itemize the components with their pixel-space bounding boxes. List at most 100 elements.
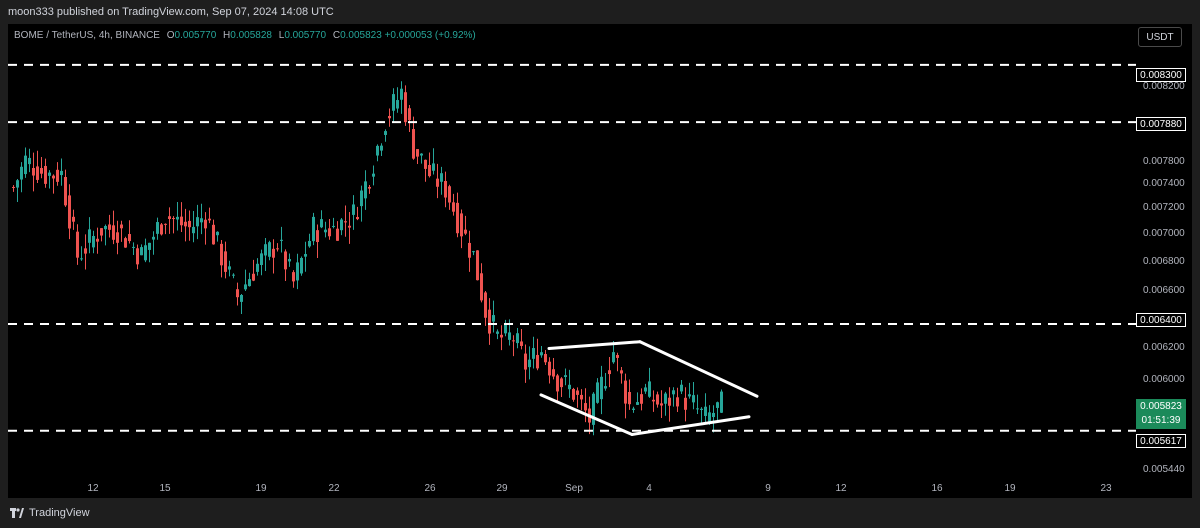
candle-body bbox=[456, 202, 459, 234]
candle-body bbox=[232, 274, 235, 276]
candle-body bbox=[464, 229, 467, 234]
high-label: H bbox=[223, 30, 231, 41]
candle-body bbox=[628, 392, 631, 405]
candle-body bbox=[468, 242, 471, 258]
currency-button[interactable]: USDT bbox=[1138, 27, 1182, 47]
time-tick: 12 bbox=[835, 483, 847, 494]
candle-body bbox=[600, 376, 603, 400]
tradingview-logo[interactable]: TradingView bbox=[10, 507, 90, 519]
candle-body bbox=[224, 251, 227, 272]
candle-body bbox=[680, 384, 683, 392]
high-value: 0.005828 bbox=[230, 30, 272, 41]
time-tick: 29 bbox=[496, 483, 508, 494]
candle-body bbox=[696, 408, 699, 410]
candle-body bbox=[72, 216, 75, 222]
bar-countdown: 01:51:39 bbox=[1141, 415, 1181, 426]
candle-body bbox=[196, 217, 199, 227]
candle-body bbox=[216, 231, 219, 236]
candle-body bbox=[264, 244, 267, 256]
candle-body bbox=[372, 173, 375, 177]
candle-body bbox=[604, 386, 607, 389]
candle-body bbox=[548, 361, 551, 376]
candle-body bbox=[504, 323, 507, 334]
candle-body bbox=[148, 242, 151, 250]
candle-body bbox=[644, 387, 647, 392]
candle-body bbox=[552, 369, 555, 377]
candle-body bbox=[636, 402, 639, 405]
symbol-name[interactable]: BOME / TetherUS, 4h, BINANCE bbox=[14, 30, 160, 41]
candle-body bbox=[380, 145, 383, 151]
candle-body bbox=[252, 273, 255, 281]
candle-body bbox=[116, 232, 119, 243]
candle-body bbox=[560, 378, 563, 388]
candle-body bbox=[664, 393, 667, 404]
candle-body bbox=[656, 394, 659, 405]
candle-body bbox=[716, 402, 719, 408]
candle-body bbox=[444, 180, 447, 198]
price-tick: 0.006600 bbox=[1143, 285, 1185, 296]
candle-body bbox=[676, 397, 679, 407]
time-tick: 23 bbox=[1100, 483, 1112, 494]
candle-body bbox=[164, 223, 167, 225]
candle-body bbox=[300, 257, 303, 274]
level-label: 0.005617 bbox=[1136, 434, 1186, 448]
candle-body bbox=[88, 229, 91, 243]
candle-body bbox=[500, 334, 503, 338]
candle-body bbox=[160, 224, 163, 235]
candle-body bbox=[568, 384, 571, 390]
pattern-trendline[interactable] bbox=[638, 340, 759, 398]
candle-body bbox=[248, 279, 251, 287]
candle-body bbox=[704, 406, 707, 416]
candle-body bbox=[432, 163, 435, 171]
candle-body bbox=[92, 236, 95, 248]
candle-body bbox=[280, 239, 283, 241]
candle-body bbox=[136, 248, 139, 265]
candle-body bbox=[156, 222, 159, 234]
candle-body bbox=[584, 403, 587, 411]
symbol-legend: BOME / TetherUS, 4h, BINANCE O0.005770 H… bbox=[14, 30, 476, 41]
candle-body bbox=[36, 166, 39, 180]
pattern-trendline[interactable] bbox=[547, 340, 642, 351]
price-tick: 0.007800 bbox=[1143, 156, 1185, 167]
candle-body bbox=[624, 380, 627, 404]
candle-body bbox=[144, 245, 147, 261]
close-label: C bbox=[332, 30, 341, 41]
candle-body bbox=[172, 218, 175, 220]
candle-body bbox=[392, 94, 395, 111]
time-tick: 12 bbox=[87, 483, 99, 494]
close-value: 0.005823 bbox=[340, 30, 382, 41]
level-label: 0.008300 bbox=[1136, 68, 1186, 82]
candle-body bbox=[104, 225, 107, 230]
candle-body bbox=[652, 399, 655, 402]
candle-body bbox=[688, 394, 691, 397]
candle-body bbox=[324, 229, 327, 233]
candle-body bbox=[84, 248, 87, 254]
candle-body bbox=[268, 242, 271, 257]
time-tick: 22 bbox=[328, 483, 340, 494]
candle-body bbox=[388, 115, 391, 119]
chart-pane[interactable]: BOME / TetherUS, 4h, BINANCE O0.005770 H… bbox=[8, 24, 1192, 498]
candle-body bbox=[692, 395, 695, 403]
candle-body bbox=[20, 166, 23, 180]
time-tick: 9 bbox=[765, 483, 771, 494]
candle-body bbox=[44, 165, 47, 184]
candle-body bbox=[640, 394, 643, 404]
candle-body bbox=[76, 231, 79, 258]
time-tick: 19 bbox=[255, 483, 267, 494]
pattern-trendline[interactable] bbox=[539, 393, 634, 436]
candlestick-chart[interactable] bbox=[8, 24, 1192, 498]
low-value: 0.005770 bbox=[284, 30, 327, 41]
candle-body bbox=[492, 315, 495, 322]
price-tick: 0.007200 bbox=[1143, 202, 1185, 213]
change-value: +0.000053 (+0.92%) bbox=[384, 30, 476, 41]
pattern-trendline[interactable] bbox=[630, 415, 751, 436]
price-tick: 0.007400 bbox=[1143, 178, 1185, 189]
candle-body bbox=[496, 331, 499, 334]
candle-body bbox=[288, 259, 291, 262]
candle-body bbox=[52, 175, 55, 179]
time-tick: 19 bbox=[1004, 483, 1016, 494]
candle-body bbox=[16, 180, 19, 188]
candle-body bbox=[284, 251, 287, 270]
candle-body bbox=[520, 341, 523, 346]
candle-body bbox=[596, 382, 599, 403]
